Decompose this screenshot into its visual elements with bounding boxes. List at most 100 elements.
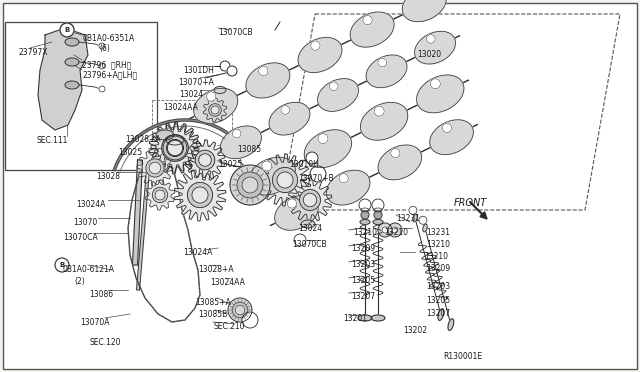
Text: SEC.120: SEC.120 bbox=[89, 338, 120, 347]
Text: B: B bbox=[65, 27, 70, 33]
Circle shape bbox=[211, 106, 219, 114]
Ellipse shape bbox=[326, 170, 370, 205]
Text: 13085B: 13085B bbox=[198, 310, 227, 319]
Ellipse shape bbox=[304, 130, 351, 168]
Circle shape bbox=[378, 223, 392, 237]
Circle shape bbox=[390, 148, 400, 158]
Circle shape bbox=[281, 106, 289, 114]
Circle shape bbox=[392, 227, 398, 233]
Ellipse shape bbox=[403, 0, 446, 22]
Text: 13020: 13020 bbox=[417, 50, 441, 59]
Circle shape bbox=[220, 61, 230, 71]
Polygon shape bbox=[132, 160, 143, 265]
Ellipse shape bbox=[350, 12, 394, 47]
Text: 13024AA: 13024AA bbox=[210, 278, 245, 287]
Text: 13070: 13070 bbox=[73, 218, 97, 227]
Ellipse shape bbox=[166, 135, 184, 145]
Circle shape bbox=[232, 302, 248, 318]
Circle shape bbox=[163, 136, 187, 160]
Text: 0B1A0-6351A: 0B1A0-6351A bbox=[82, 34, 134, 43]
Circle shape bbox=[303, 193, 317, 207]
Circle shape bbox=[382, 227, 388, 233]
Circle shape bbox=[207, 92, 216, 101]
Circle shape bbox=[99, 43, 105, 49]
Polygon shape bbox=[288, 178, 332, 222]
Ellipse shape bbox=[156, 130, 174, 140]
Text: 13207: 13207 bbox=[426, 309, 450, 318]
Text: 13024: 13024 bbox=[298, 224, 322, 233]
Text: 13070CB: 13070CB bbox=[292, 240, 326, 249]
Text: 13210: 13210 bbox=[384, 228, 408, 237]
Text: R130001E: R130001E bbox=[443, 352, 482, 361]
Circle shape bbox=[306, 152, 318, 164]
Circle shape bbox=[419, 216, 427, 224]
Text: SEC.111: SEC.111 bbox=[36, 136, 67, 145]
Polygon shape bbox=[185, 140, 225, 180]
Text: 13025: 13025 bbox=[118, 148, 142, 157]
Text: 13070CB: 13070CB bbox=[218, 28, 253, 37]
Text: 13024A: 13024A bbox=[183, 248, 212, 257]
Polygon shape bbox=[137, 150, 173, 186]
Text: 13210: 13210 bbox=[426, 240, 450, 249]
Circle shape bbox=[374, 106, 384, 116]
Circle shape bbox=[232, 129, 241, 138]
Polygon shape bbox=[174, 169, 226, 221]
Ellipse shape bbox=[438, 309, 444, 320]
Ellipse shape bbox=[378, 145, 422, 180]
Circle shape bbox=[374, 211, 382, 219]
Ellipse shape bbox=[220, 126, 261, 159]
Ellipse shape bbox=[65, 81, 79, 89]
Circle shape bbox=[311, 41, 320, 50]
Text: (6): (6) bbox=[99, 44, 110, 53]
Circle shape bbox=[195, 150, 215, 170]
Polygon shape bbox=[151, 124, 199, 172]
Polygon shape bbox=[38, 28, 88, 130]
Ellipse shape bbox=[423, 224, 427, 232]
Circle shape bbox=[198, 154, 211, 166]
Ellipse shape bbox=[366, 55, 407, 88]
Bar bbox=[152, 100, 232, 145]
Circle shape bbox=[294, 234, 306, 246]
Circle shape bbox=[372, 199, 384, 211]
Text: 13210: 13210 bbox=[424, 252, 448, 261]
Ellipse shape bbox=[415, 31, 456, 64]
Circle shape bbox=[310, 166, 326, 182]
Circle shape bbox=[155, 190, 165, 200]
Text: 13024: 13024 bbox=[179, 90, 203, 99]
Circle shape bbox=[55, 258, 69, 272]
Circle shape bbox=[442, 123, 452, 132]
Circle shape bbox=[209, 104, 221, 116]
Ellipse shape bbox=[361, 208, 369, 212]
Ellipse shape bbox=[246, 63, 290, 98]
Ellipse shape bbox=[301, 220, 315, 228]
Circle shape bbox=[152, 187, 168, 203]
Text: 13201: 13201 bbox=[343, 314, 367, 323]
Text: 13070+A: 13070+A bbox=[178, 78, 214, 87]
Text: 13205: 13205 bbox=[351, 276, 375, 285]
Text: FRONT: FRONT bbox=[454, 198, 487, 208]
Text: 13028: 13028 bbox=[96, 172, 120, 181]
Polygon shape bbox=[136, 170, 150, 290]
Ellipse shape bbox=[248, 157, 296, 195]
Circle shape bbox=[166, 140, 184, 157]
Text: 13209: 13209 bbox=[426, 264, 450, 273]
Ellipse shape bbox=[413, 214, 417, 222]
Polygon shape bbox=[149, 122, 201, 174]
Text: 13070CA: 13070CA bbox=[63, 233, 98, 242]
Circle shape bbox=[277, 172, 293, 188]
Ellipse shape bbox=[275, 195, 318, 230]
Ellipse shape bbox=[448, 319, 454, 330]
Circle shape bbox=[339, 174, 348, 183]
Text: 13028+A: 13028+A bbox=[198, 265, 234, 274]
Text: 13203: 13203 bbox=[426, 282, 450, 291]
Circle shape bbox=[287, 199, 296, 208]
Ellipse shape bbox=[269, 102, 310, 135]
Ellipse shape bbox=[65, 38, 79, 46]
Text: 13203: 13203 bbox=[351, 260, 375, 269]
Circle shape bbox=[359, 199, 371, 211]
Polygon shape bbox=[145, 180, 175, 210]
Circle shape bbox=[99, 86, 105, 92]
Text: 13202: 13202 bbox=[403, 326, 427, 335]
Ellipse shape bbox=[374, 208, 382, 212]
Circle shape bbox=[378, 58, 387, 67]
